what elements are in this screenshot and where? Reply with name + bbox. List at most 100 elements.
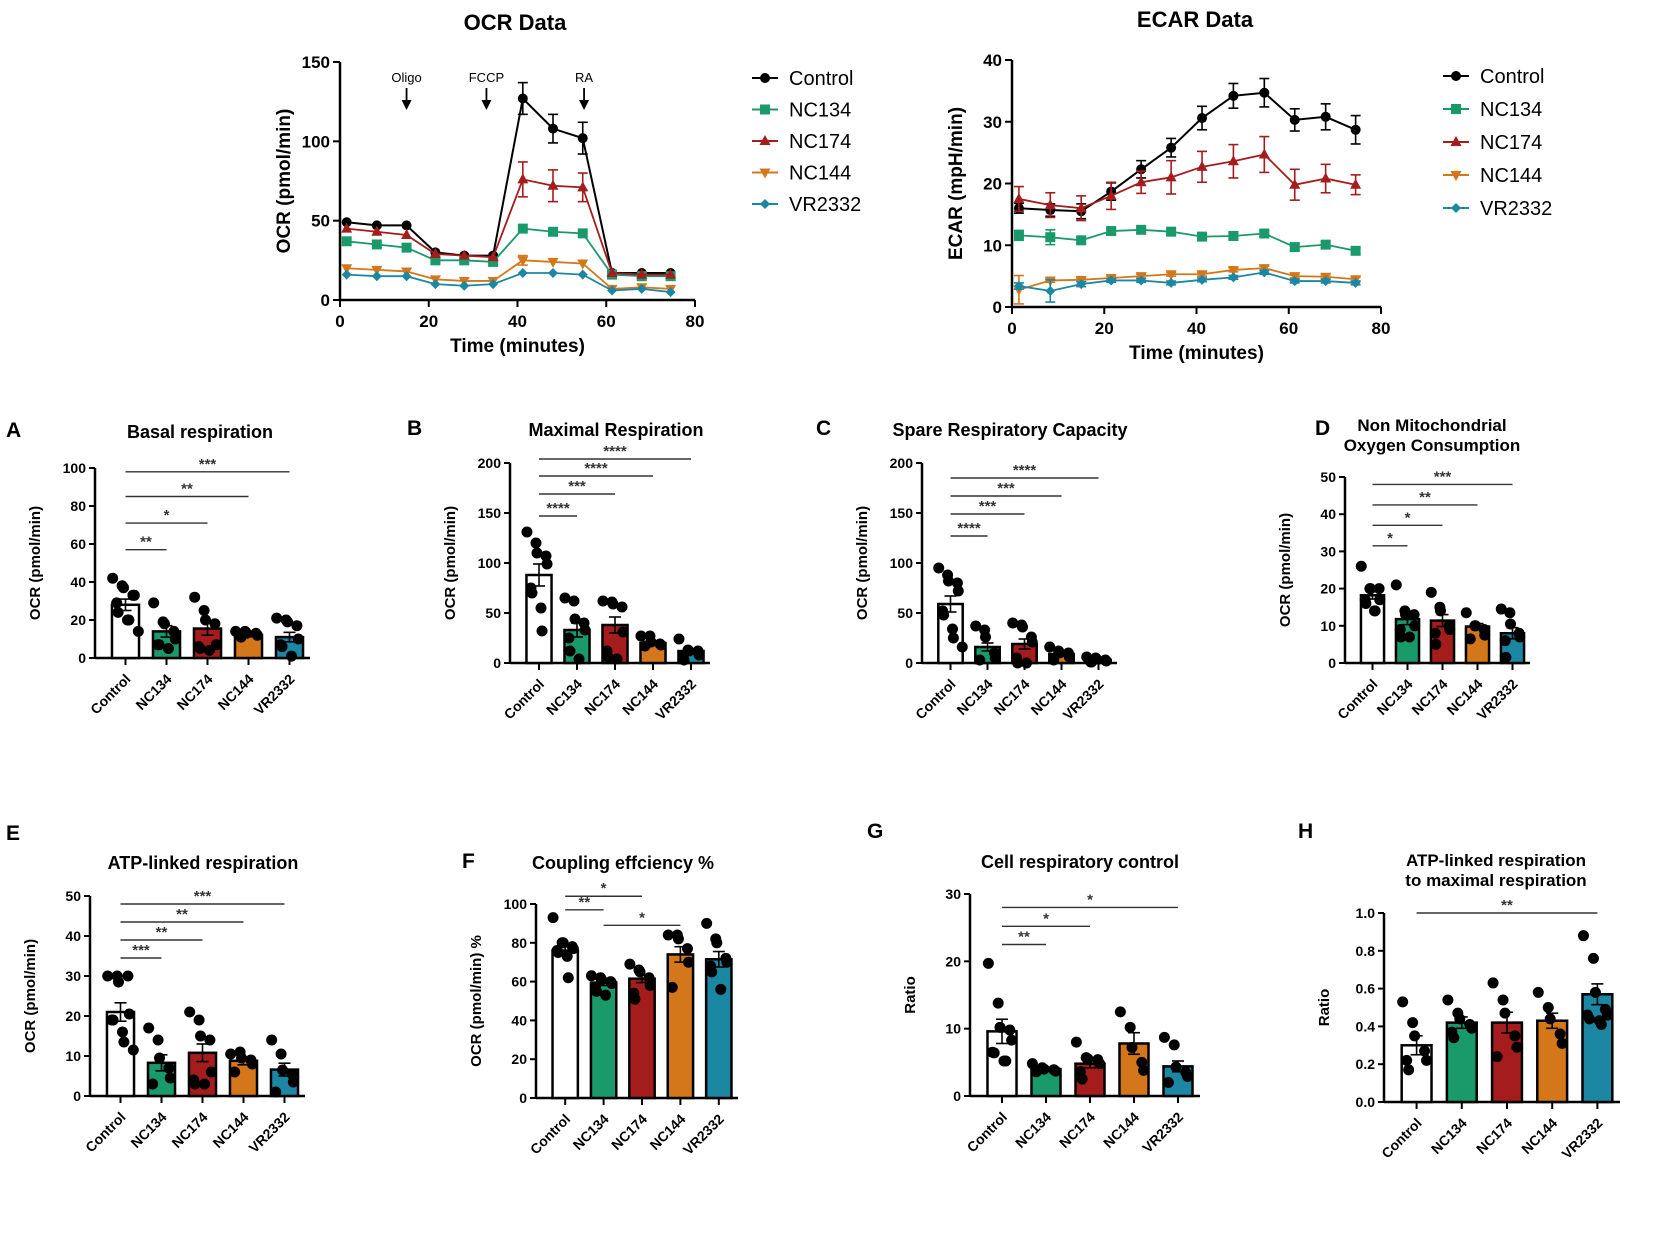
data-point	[199, 1078, 210, 1090]
legend-item-VR2332: VR2332	[752, 194, 861, 216]
bar-group-Control: Control	[501, 526, 553, 722]
x-tick-label: 0	[335, 312, 344, 331]
bar-group-NC174: NC174	[1056, 1036, 1106, 1151]
x-tick-label: Control	[1334, 676, 1381, 723]
legend-item-NC134: NC134	[1443, 99, 1542, 121]
legend-marker	[760, 199, 770, 209]
data-point	[681, 943, 693, 955]
x-tick-label: 20	[1095, 319, 1114, 338]
significance-label: ****	[603, 443, 627, 460]
data-point	[952, 585, 964, 597]
significance-label: ***	[132, 942, 150, 959]
data-point	[1350, 124, 1361, 135]
significance-label: ***	[568, 478, 586, 495]
significance-label: ****	[546, 500, 570, 517]
y-tick-label: 0	[905, 655, 913, 671]
data-point	[153, 639, 165, 651]
data-point	[1105, 189, 1117, 200]
data-point	[1007, 617, 1019, 629]
data-point	[947, 623, 958, 635]
legend-item-NC174: NC174	[1443, 132, 1542, 154]
data-point	[1136, 224, 1147, 235]
data-point	[1442, 994, 1454, 1006]
data-point	[270, 1086, 282, 1098]
significance-label: *	[639, 909, 645, 926]
data-point	[194, 643, 206, 654]
chart-title: ATP-linked respiration	[108, 853, 299, 873]
data-point	[184, 1006, 196, 1018]
legend-item-NC174: NC174	[752, 131, 851, 153]
data-point	[591, 985, 603, 997]
data-point	[644, 979, 656, 991]
data-point	[547, 257, 559, 268]
data-point	[488, 256, 499, 267]
data-point	[1497, 994, 1509, 1006]
x-tick-label: NC134	[132, 671, 174, 713]
y-tick-label: 30	[983, 113, 1002, 132]
y-tick-label: 100	[478, 555, 502, 571]
x-tick-label: NC134	[1012, 1109, 1054, 1151]
significance-label: **	[181, 481, 193, 498]
data-point	[616, 601, 628, 613]
data-point	[1158, 1031, 1170, 1043]
data-point	[341, 264, 353, 275]
panel-label: G	[867, 820, 883, 843]
significance-label: *	[164, 507, 170, 524]
series-line	[1018, 91, 1357, 213]
data-point	[1124, 1021, 1136, 1033]
data-point	[563, 632, 575, 644]
data-point	[1430, 638, 1442, 650]
data-point	[1106, 275, 1117, 286]
data-point	[1404, 631, 1415, 643]
data-point	[1227, 265, 1239, 276]
chart-title: Cell respiratory control	[981, 852, 1179, 872]
x-tick-label: NC134	[953, 676, 995, 718]
bar-group-Control: Control	[1334, 560, 1386, 723]
data-point	[1004, 1024, 1016, 1036]
data-point	[706, 966, 718, 978]
data-point	[665, 268, 677, 279]
data-point	[562, 972, 574, 984]
data-point	[1556, 1037, 1568, 1049]
y-tick-label: 100	[302, 132, 330, 151]
data-point	[938, 609, 950, 621]
data-point	[988, 1047, 1000, 1059]
data-point	[577, 228, 588, 239]
data-point	[1289, 242, 1300, 253]
data-point	[236, 1052, 247, 1064]
significance-label: ***	[1434, 468, 1452, 485]
x-tick-label: 20	[419, 312, 438, 331]
significance-label: **	[579, 894, 591, 911]
bar-group-Control: Control	[1378, 996, 1433, 1161]
x-tick-label: VR2332	[652, 676, 699, 723]
y-tick-label: 10	[945, 1021, 961, 1037]
bar-group-NC174: NC174	[1473, 977, 1524, 1157]
x-tick-label: VR2332	[680, 1111, 727, 1158]
data-point	[655, 639, 667, 651]
annotation-arrow-head	[401, 100, 412, 110]
data-point	[204, 644, 215, 656]
legend-marker	[1451, 104, 1461, 114]
y-axis-label: OCR (pmol/min)	[22, 939, 39, 1053]
data-point	[1228, 230, 1239, 241]
legend-label: Control	[789, 68, 853, 90]
data-point	[607, 285, 618, 296]
data-point	[123, 614, 135, 626]
y-tick-label: 0	[78, 650, 86, 666]
data-point	[1448, 1032, 1460, 1044]
y-tick-label: 60	[511, 974, 527, 990]
bar-group-Control: Control	[964, 957, 1018, 1155]
data-point	[611, 653, 623, 665]
data-point	[122, 970, 134, 982]
data-point	[701, 917, 713, 929]
y-tick-label: 0	[1328, 655, 1336, 671]
data-point	[1197, 231, 1208, 242]
data-point	[1350, 178, 1362, 189]
chart-A: A Basal respiration 0 20 40 60 80 100 OCR (pmol/…	[6, 419, 310, 718]
data-point	[535, 602, 547, 614]
panel-label: A	[6, 419, 21, 442]
data-point	[1289, 276, 1300, 287]
data-point	[1070, 1036, 1082, 1048]
legend-marker	[1450, 136, 1462, 146]
